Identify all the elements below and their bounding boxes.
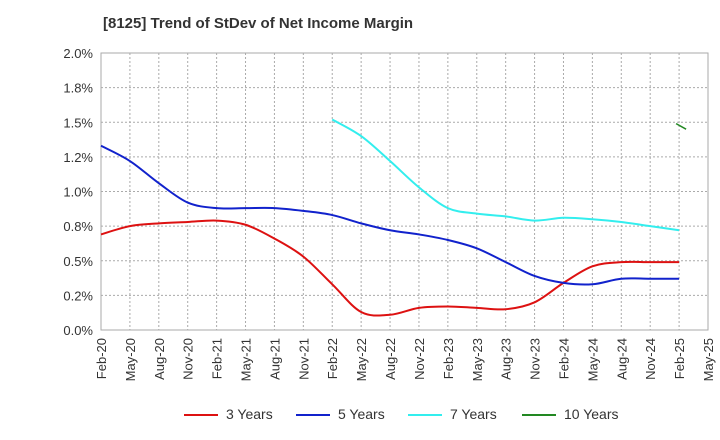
x-tick-label: Aug-21 [267, 338, 282, 380]
legend-swatch-3-years [184, 414, 218, 416]
x-tick-label: May-21 [239, 338, 254, 381]
plot-area-border [100, 52, 709, 331]
x-tick-label: Nov-22 [412, 338, 427, 380]
x-tick-label: May-22 [354, 338, 369, 381]
x-tick-label: Aug-24 [614, 338, 629, 380]
series-5-years-line [100, 144, 680, 286]
x-tick-label: Aug-20 [152, 338, 167, 380]
y-tick-label: 0.8% [63, 219, 93, 234]
x-tick-label: Feb-25 [672, 338, 687, 379]
y-tick-label: 1.0% [63, 185, 93, 200]
y-tick-label: 2.0% [63, 46, 93, 61]
legend-label-7-years: 7 Years [450, 406, 497, 422]
y-tick-label: 0.0% [63, 323, 93, 338]
x-tick-label: Feb-23 [441, 338, 456, 379]
x-tick-label: May-24 [585, 338, 600, 381]
legend-label-10-years: 10 Years [564, 406, 619, 422]
x-tick-label: Nov-21 [296, 338, 311, 380]
legend-label-3-years: 3 Years [226, 406, 273, 422]
x-tick-label: May-25 [701, 338, 716, 381]
y-tick-label: 1.8% [63, 81, 93, 96]
legend-swatch-7-years [408, 414, 442, 416]
x-tick-label: Feb-24 [556, 338, 571, 379]
x-tick-label: May-20 [123, 338, 138, 381]
x-tick-label: May-23 [470, 338, 485, 381]
series-layer [100, 118, 687, 317]
y-tick-label: 1.5% [63, 115, 93, 130]
legend-swatch-10-years [522, 414, 556, 416]
x-tick-label: Aug-23 [499, 338, 514, 380]
y-tick-label: 0.5% [63, 254, 93, 269]
y-tick-label: 0.2% [63, 288, 93, 303]
series-3-years-line [100, 219, 680, 317]
series-10-years-line [675, 122, 687, 130]
legend-label-5-years: 5 Years [338, 406, 385, 422]
chart-title: [8125] Trend of StDev of Net Income Marg… [103, 15, 414, 32]
legend: 3 Years 5 Years 7 Years 10 Years [0, 405, 720, 425]
x-tick-label: Feb-21 [210, 338, 225, 379]
axis-layer [100, 52, 709, 331]
x-tick-label: Feb-20 [94, 338, 109, 379]
x-tick-label: Feb-22 [325, 338, 340, 379]
legend-swatch-5-years [296, 414, 330, 416]
x-tick-label: Nov-23 [528, 338, 543, 380]
y-tick-label: 1.2% [63, 150, 93, 165]
x-tick-label: Nov-24 [643, 338, 658, 380]
x-tick-label: Aug-22 [383, 338, 398, 380]
series-7-years-line [331, 118, 680, 232]
x-tick-labels: Feb-20 May-20 Aug-20 Nov-20 Feb-21 May-21 Aug-… [94, 338, 716, 381]
y-tick-labels: 0.0% 0.2% 0.5% 0.8% 1.0% 1.2% 1.5% 1.8% 2.0% [63, 46, 93, 338]
grid-layer [101, 53, 708, 330]
x-tick-label: Nov-20 [181, 338, 196, 380]
